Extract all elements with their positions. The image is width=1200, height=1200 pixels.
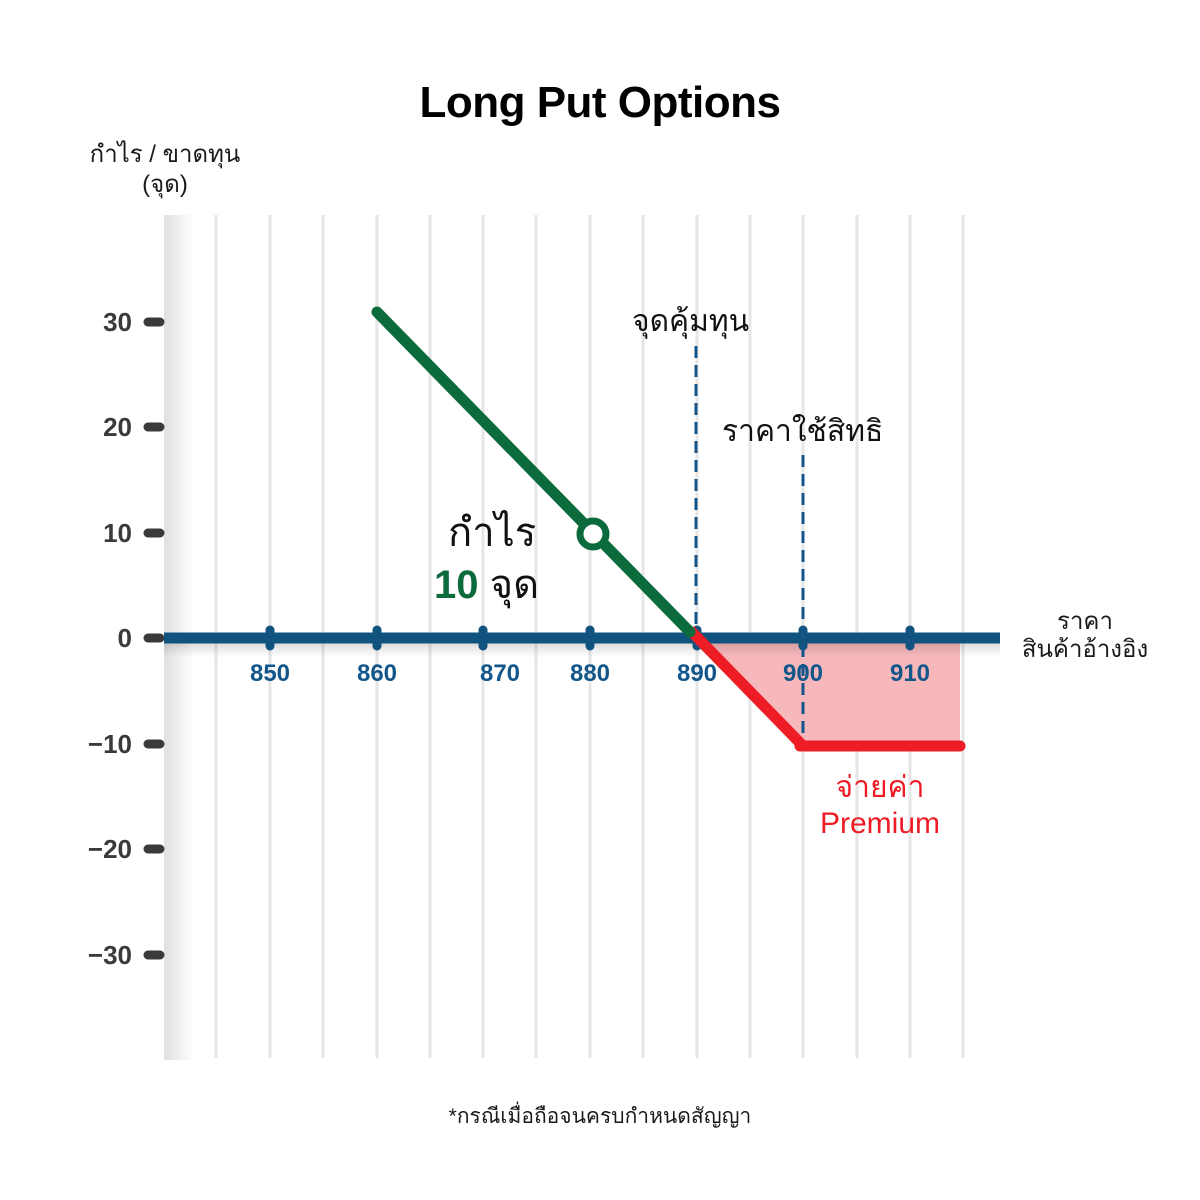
- y-tick-label: −30: [87, 940, 132, 970]
- x-tick-label: 860: [356, 660, 398, 687]
- premium-label-line2: Premium: [819, 807, 940, 840]
- profit-label-word: กำไร: [448, 511, 537, 555]
- y-tick-label: −20: [87, 834, 132, 864]
- y-axis-label: กำไร / ขาดทุน (จุด): [60, 140, 270, 200]
- x-axis-label: ราคา สินค้าอ้างอิง: [1010, 608, 1160, 664]
- y-axis-label-line1: กำไร / ขาดทุน: [89, 141, 241, 168]
- loss-line-diagonal: [686, 626, 807, 750]
- premium-label: จ่ายค่า Premium: [790, 770, 970, 842]
- x-tick-label: 900: [782, 660, 824, 687]
- x-tick-label: 910: [889, 660, 931, 687]
- y-tick-label: 30: [103, 307, 132, 337]
- loss-area-fill: [697, 638, 960, 746]
- x-tick-label: 890: [676, 660, 718, 687]
- x-tick-label: 850: [249, 660, 291, 687]
- breakeven-label: จุดคุ้มทุน: [632, 305, 750, 338]
- x-axis-shadow: [164, 643, 1000, 657]
- y-tick-label: −10: [87, 729, 132, 759]
- y-tick-marks: [143, 317, 165, 960]
- x-tick-label: 870: [479, 660, 521, 687]
- profit-line: [371, 306, 696, 638]
- profit-label-value: 10 จุด: [434, 552, 539, 616]
- footnote: *กรณีเมื่อถือจนครบกำหนดสัญญา: [448, 1105, 752, 1128]
- chart-title: Long Put Options: [419, 78, 781, 127]
- x-axis-label-line1: ราคา: [1057, 608, 1113, 635]
- profit-value: 10: [434, 563, 479, 607]
- premium-label-line1: จ่ายค่า: [835, 771, 925, 804]
- x-axis-label-line2: สินค้าอ้างอิง: [1021, 636, 1149, 663]
- y-tick-label: 0: [117, 623, 132, 653]
- y-axis-label-line2: (จุด): [142, 171, 188, 198]
- profit-point-marker: [576, 517, 610, 551]
- x-tick-label: 880: [569, 660, 611, 687]
- profit-unit: จุด: [489, 563, 540, 607]
- y-tick-label: 20: [103, 412, 132, 442]
- y-tick-label: 10: [103, 518, 132, 548]
- strike-price-label: ราคาใช้สิทธิ: [722, 415, 884, 448]
